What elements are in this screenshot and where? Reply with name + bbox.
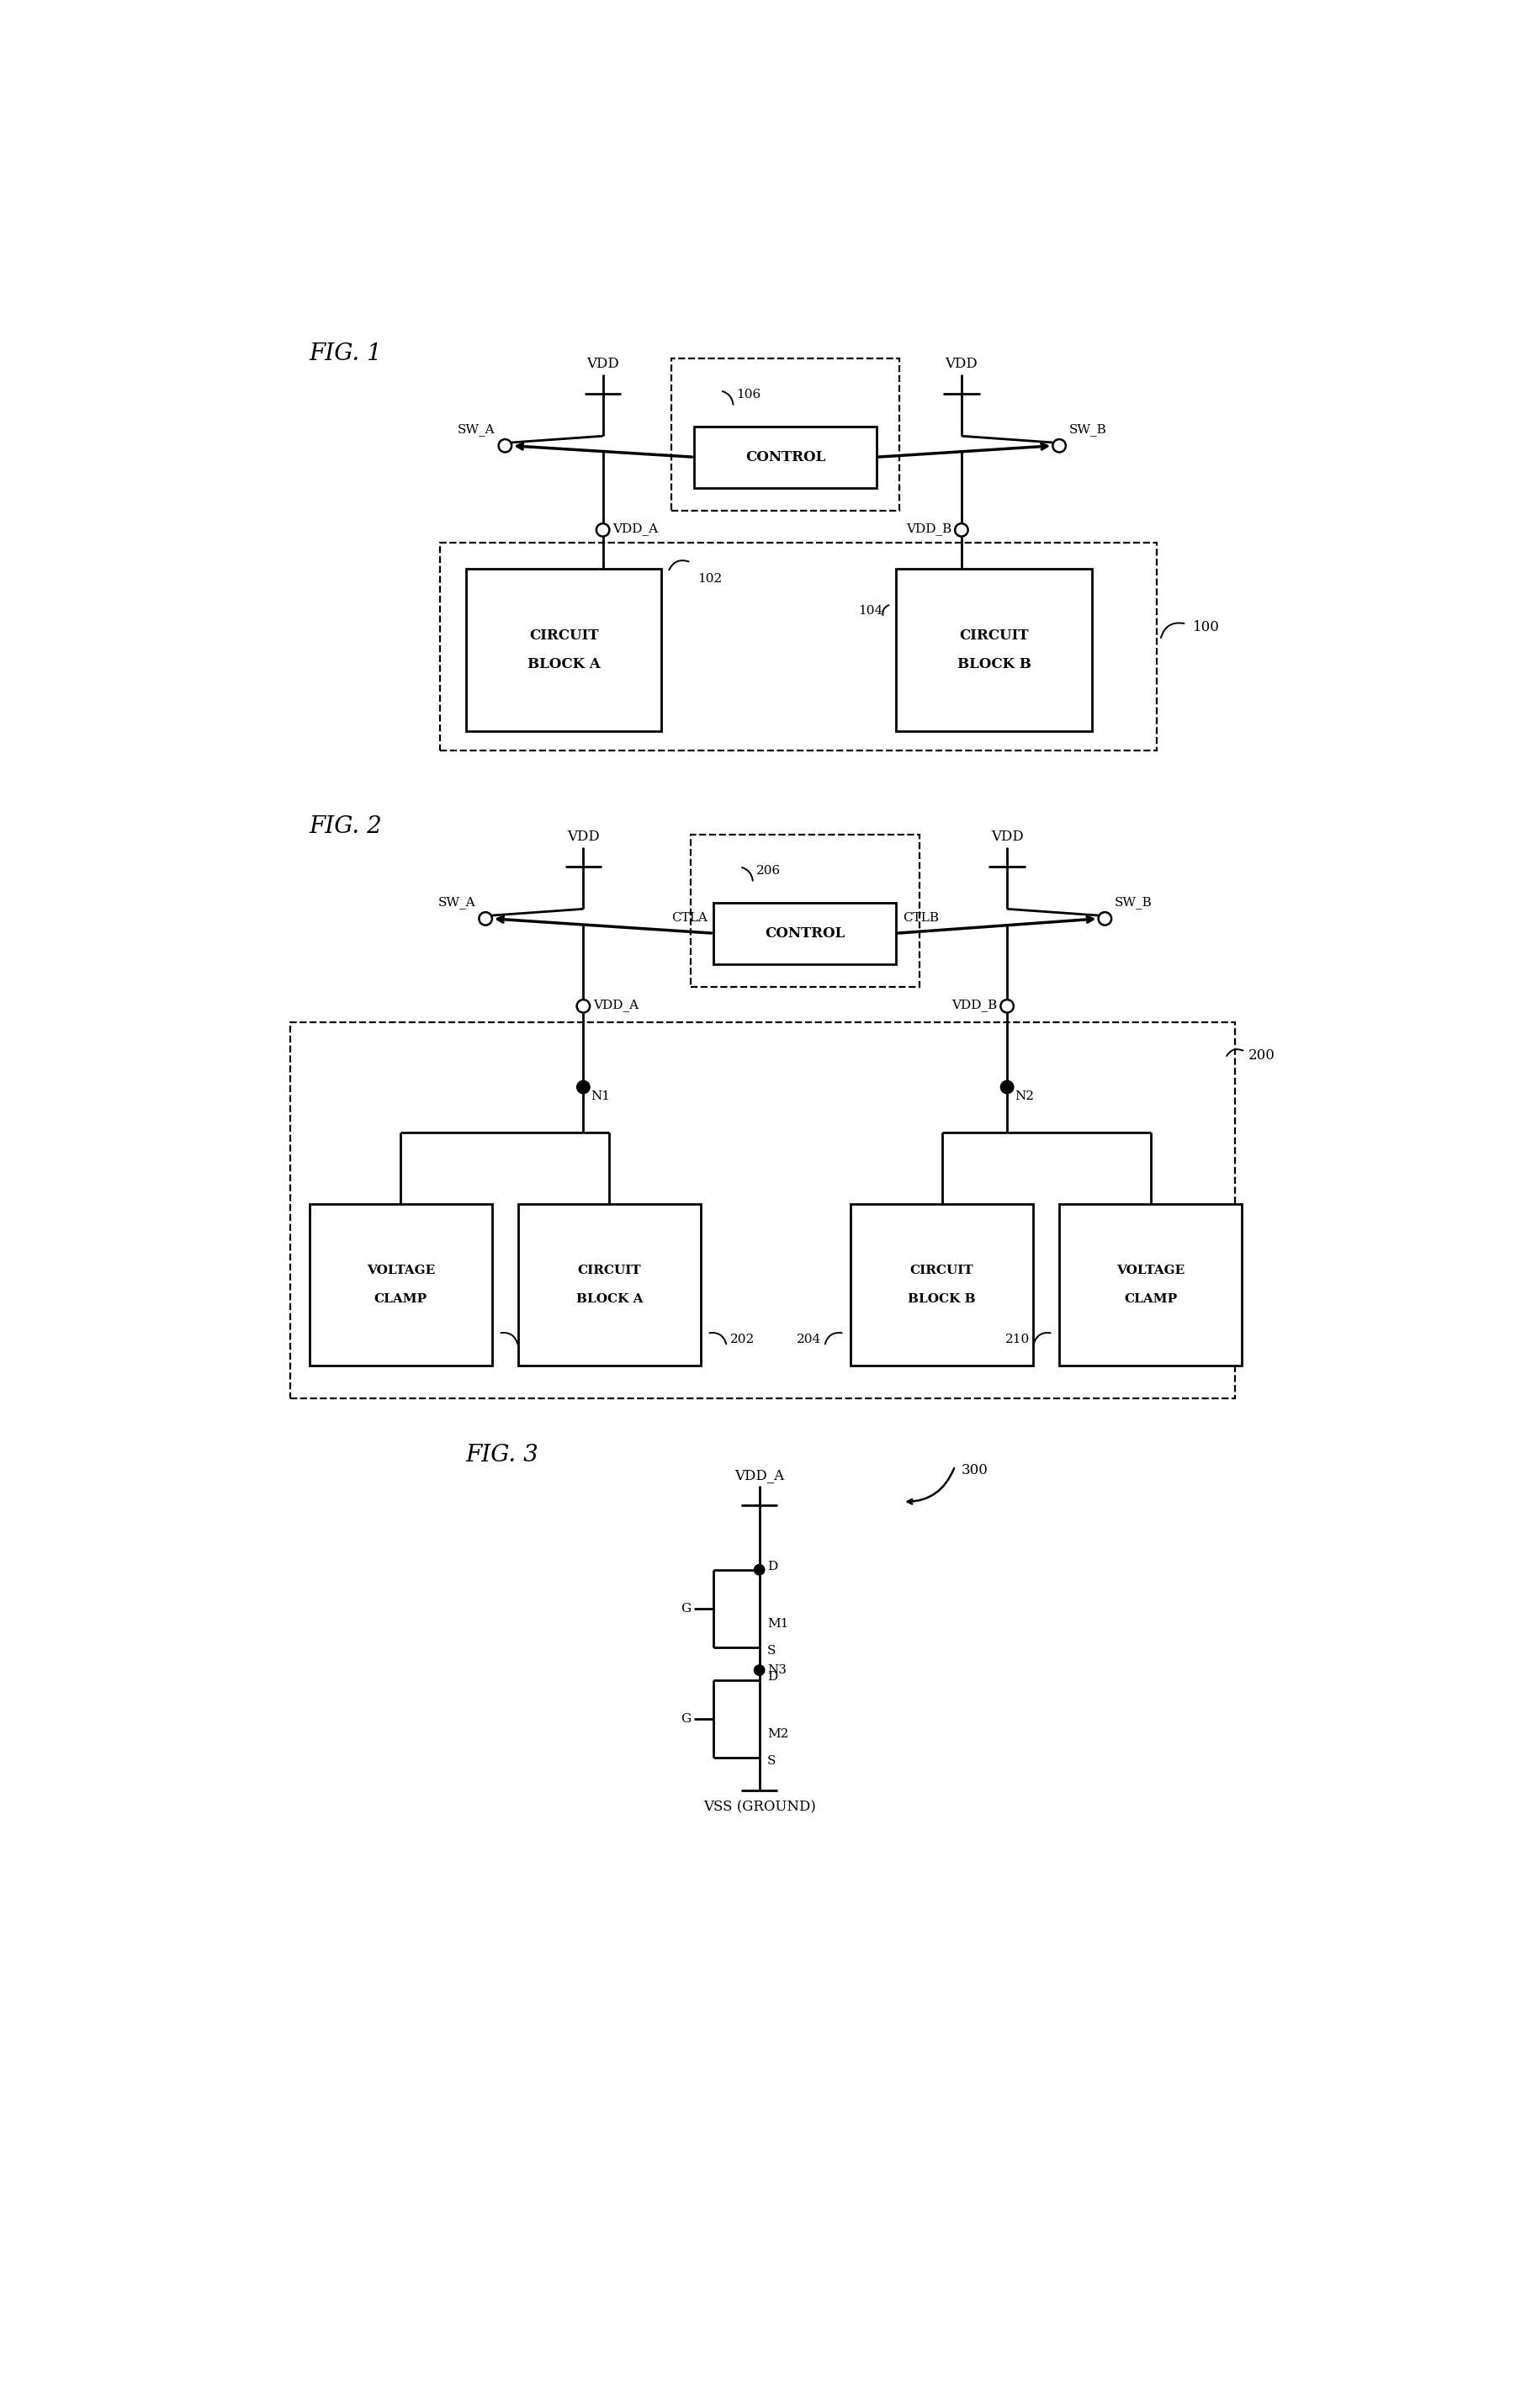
- Text: CTLB: CTLB: [902, 913, 939, 925]
- Text: 208: 208: [521, 1334, 546, 1346]
- Text: FIG. 3: FIG. 3: [466, 1442, 539, 1466]
- Text: BLOCK A: BLOCK A: [576, 1293, 642, 1305]
- Text: VDD: VDD: [945, 356, 978, 371]
- Circle shape: [1001, 1081, 1013, 1093]
- Text: 210: 210: [1005, 1334, 1030, 1346]
- Bar: [713, 903, 896, 963]
- Text: VDD_B: VDD_B: [951, 999, 998, 1011]
- Bar: [440, 542, 1157, 751]
- Text: VDD_A: VDD_A: [613, 523, 658, 535]
- Bar: [850, 1204, 1033, 1365]
- Text: VDD: VDD: [567, 831, 599, 845]
- Circle shape: [755, 1565, 764, 1575]
- Bar: [309, 1204, 492, 1365]
- Text: VOLTAGE: VOLTAGE: [367, 1264, 435, 1276]
- Text: CLAMP: CLAMP: [373, 1293, 427, 1305]
- Text: CIRCUIT: CIRCUIT: [578, 1264, 641, 1276]
- Text: CONTROL: CONTROL: [745, 450, 825, 465]
- Text: 102: 102: [698, 573, 722, 585]
- Text: M1: M1: [767, 1618, 788, 1630]
- Bar: [695, 426, 876, 489]
- Text: 202: 202: [730, 1334, 755, 1346]
- Text: D: D: [767, 1560, 778, 1572]
- Text: CTLA: CTLA: [672, 913, 707, 925]
- Bar: [466, 568, 661, 730]
- Text: N1: N1: [592, 1091, 610, 1103]
- Bar: [518, 1204, 701, 1365]
- Text: N3: N3: [767, 1664, 787, 1676]
- Text: VOLTAGE: VOLTAGE: [1116, 1264, 1185, 1276]
- Text: CIRCUIT: CIRCUIT: [959, 628, 1028, 643]
- Text: SW_A: SW_A: [458, 424, 495, 436]
- Text: VDD_A: VDD_A: [735, 1469, 784, 1483]
- Text: 204: 204: [796, 1334, 821, 1346]
- Text: VDD_A: VDD_A: [593, 999, 639, 1011]
- Text: 106: 106: [736, 388, 761, 400]
- Circle shape: [755, 1664, 764, 1676]
- Text: VDD: VDD: [587, 356, 619, 371]
- Text: 206: 206: [756, 864, 781, 877]
- Text: G: G: [681, 1712, 692, 1724]
- Text: FIG. 2: FIG. 2: [309, 814, 383, 838]
- Text: VDD_B: VDD_B: [905, 523, 951, 535]
- Text: S: S: [767, 1755, 776, 1767]
- Text: BLOCK A: BLOCK A: [527, 657, 601, 672]
- Text: N2: N2: [1014, 1091, 1034, 1103]
- Bar: [1059, 1204, 1242, 1365]
- Text: VDD: VDD: [991, 831, 1024, 845]
- Text: SW_A: SW_A: [438, 896, 476, 908]
- Text: CIRCUIT: CIRCUIT: [910, 1264, 974, 1276]
- Text: 104: 104: [859, 604, 884, 616]
- Text: D: D: [767, 1671, 778, 1683]
- Circle shape: [576, 1081, 590, 1093]
- Text: SW_B: SW_B: [1114, 896, 1153, 908]
- Bar: [692, 836, 919, 987]
- Text: S: S: [767, 1645, 776, 1657]
- Text: 200: 200: [1248, 1047, 1276, 1062]
- Text: CLAMP: CLAMP: [1124, 1293, 1177, 1305]
- Text: SW_B: SW_B: [1070, 424, 1107, 436]
- Bar: [896, 568, 1091, 730]
- Bar: [672, 359, 899, 510]
- Text: VSS (GROUND): VSS (GROUND): [702, 1799, 816, 1813]
- Text: BLOCK B: BLOCK B: [958, 657, 1031, 672]
- Text: CIRCUIT: CIRCUIT: [529, 628, 598, 643]
- Bar: [290, 1023, 1236, 1399]
- Text: 100: 100: [1193, 619, 1220, 633]
- Text: BLOCK B: BLOCK B: [908, 1293, 976, 1305]
- Text: G: G: [681, 1604, 692, 1613]
- Text: FIG. 1: FIG. 1: [309, 342, 383, 364]
- Text: CONTROL: CONTROL: [765, 927, 845, 942]
- Text: M2: M2: [767, 1729, 788, 1741]
- Text: 300: 300: [962, 1464, 988, 1476]
